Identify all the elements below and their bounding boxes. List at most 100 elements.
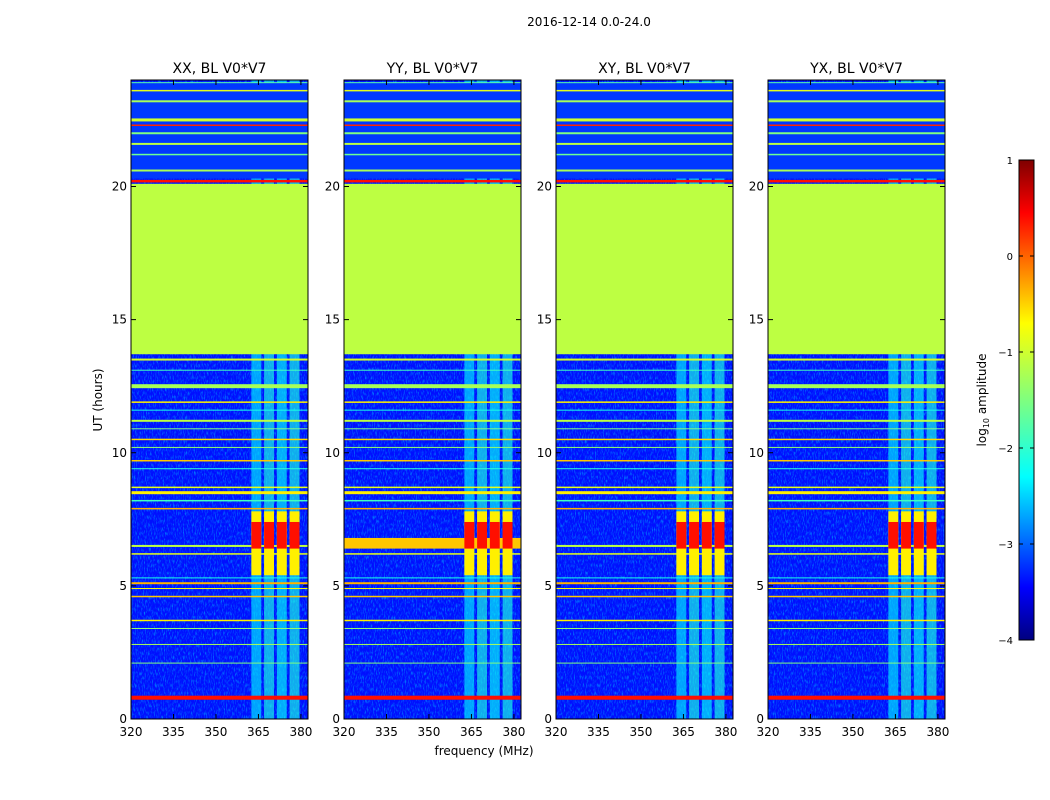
- time-line: [344, 153, 521, 156]
- time-line: [344, 358, 521, 361]
- panel-frame: [555, 79, 734, 720]
- time-line: [556, 132, 733, 135]
- x-axis-label: frequency (MHz): [434, 744, 533, 758]
- time-line: [556, 358, 733, 361]
- panel-title: YX, BL V0*V7: [809, 61, 903, 77]
- time-line: [344, 179, 521, 183]
- time-line: [556, 595, 733, 598]
- time-line: [556, 499, 733, 502]
- time-line: [556, 468, 733, 470]
- rfi-column: [489, 80, 500, 719]
- colorbar-label: log10 amplitude: [975, 354, 991, 447]
- y-tick-label: 0: [756, 712, 764, 726]
- colorbar-tick-label: −1: [998, 348, 1013, 359]
- panel-title: XX, BL V0*V7: [173, 61, 267, 77]
- colorbar: 1 0 −1 −2 −3 −4 log10 amplitude: [975, 156, 1035, 647]
- burst-red: [901, 521, 912, 549]
- panel-4: YX, BL V0*V7 320 335 350 365 380 0 5 10 15 20: [749, 61, 950, 739]
- time-line: [768, 118, 945, 122]
- panel-title: XY, BL V0*V7: [598, 61, 691, 77]
- x-tick-label: 365: [672, 725, 695, 739]
- time-line: [131, 179, 308, 183]
- time-line: [556, 438, 733, 441]
- time-line: [768, 153, 945, 156]
- time-line: [556, 627, 733, 629]
- time-line: [556, 124, 733, 127]
- x-tick-label: 350: [418, 725, 441, 739]
- x-tick-label: 380: [926, 725, 949, 739]
- time-line: [131, 588, 308, 590]
- panel-2: YY, BL V0*V7 320 335 350 365 380 0 5 10 15 20: [325, 61, 526, 739]
- rfi-column: [689, 80, 700, 719]
- time-line: [556, 428, 733, 430]
- time-line: [768, 507, 945, 510]
- time-line: [344, 619, 521, 622]
- time-line: [768, 142, 945, 145]
- time-line: [768, 662, 945, 664]
- colorbar-tick-label: −2: [998, 444, 1013, 455]
- time-line: [768, 89, 945, 92]
- time-line: [344, 695, 521, 700]
- time-line: [131, 169, 308, 172]
- burst-red: [701, 521, 712, 549]
- time-line: [344, 507, 521, 510]
- rfi-column: [502, 80, 513, 719]
- y-tick-label: 10: [537, 446, 552, 460]
- time-line: [768, 582, 945, 585]
- time-line: [768, 446, 945, 448]
- colorbar-tick-label: −4: [998, 636, 1013, 647]
- time-line: [344, 662, 521, 664]
- time-line: [131, 446, 308, 448]
- time-strip: [131, 82, 308, 179]
- time-line: [556, 588, 733, 590]
- time-line: [131, 132, 308, 135]
- x-tick-label: 380: [289, 725, 312, 739]
- time-strip: [556, 183, 733, 355]
- burst-band: [344, 537, 521, 549]
- x-tick-label: 335: [587, 725, 610, 739]
- x-tick-label: 320: [757, 725, 780, 739]
- time-line: [768, 358, 945, 361]
- rfi-column: [276, 80, 287, 719]
- time-line: [131, 695, 308, 700]
- x-tick-label: 335: [162, 725, 185, 739]
- time-line: [768, 588, 945, 590]
- time-line: [344, 486, 521, 489]
- x-tick-label: 365: [247, 725, 270, 739]
- burst-red: [888, 521, 899, 549]
- rfi-column: [676, 80, 687, 719]
- time-line: [344, 446, 521, 448]
- time-line: [131, 438, 308, 441]
- colorbar-tick-label: −3: [998, 540, 1013, 551]
- time-line: [344, 595, 521, 598]
- time-line: [768, 401, 945, 403]
- rfi-column: [714, 80, 725, 719]
- time-line: [556, 491, 733, 495]
- colorbar-gradient: [1018, 159, 1035, 641]
- time-line: [556, 179, 733, 183]
- y-tick-label: 0: [544, 712, 552, 726]
- time-line: [131, 582, 308, 585]
- time-line: [344, 553, 521, 555]
- time-line: [131, 486, 308, 489]
- time-line: [131, 384, 308, 389]
- time-line: [768, 553, 945, 555]
- time-line: [131, 358, 308, 361]
- time-line: [131, 468, 308, 470]
- x-tick-label: 320: [545, 725, 568, 739]
- time-line: [556, 553, 733, 555]
- time-line: [131, 118, 308, 122]
- y-tick-label: 0: [119, 712, 127, 726]
- x-tick-label: 350: [205, 725, 228, 739]
- time-line: [556, 419, 733, 422]
- burst-red: [926, 521, 937, 549]
- time-line: [131, 499, 308, 502]
- y-tick-label: 20: [537, 180, 552, 194]
- time-line: [768, 438, 945, 441]
- time-line: [768, 577, 945, 579]
- burst-red: [464, 521, 475, 549]
- burst-red: [276, 521, 287, 549]
- time-line: [344, 118, 521, 122]
- panel-1: XX, BL V0*V7 320 335 350 365 380 0 5 10 15 20: [112, 61, 313, 739]
- time-line: [556, 118, 733, 122]
